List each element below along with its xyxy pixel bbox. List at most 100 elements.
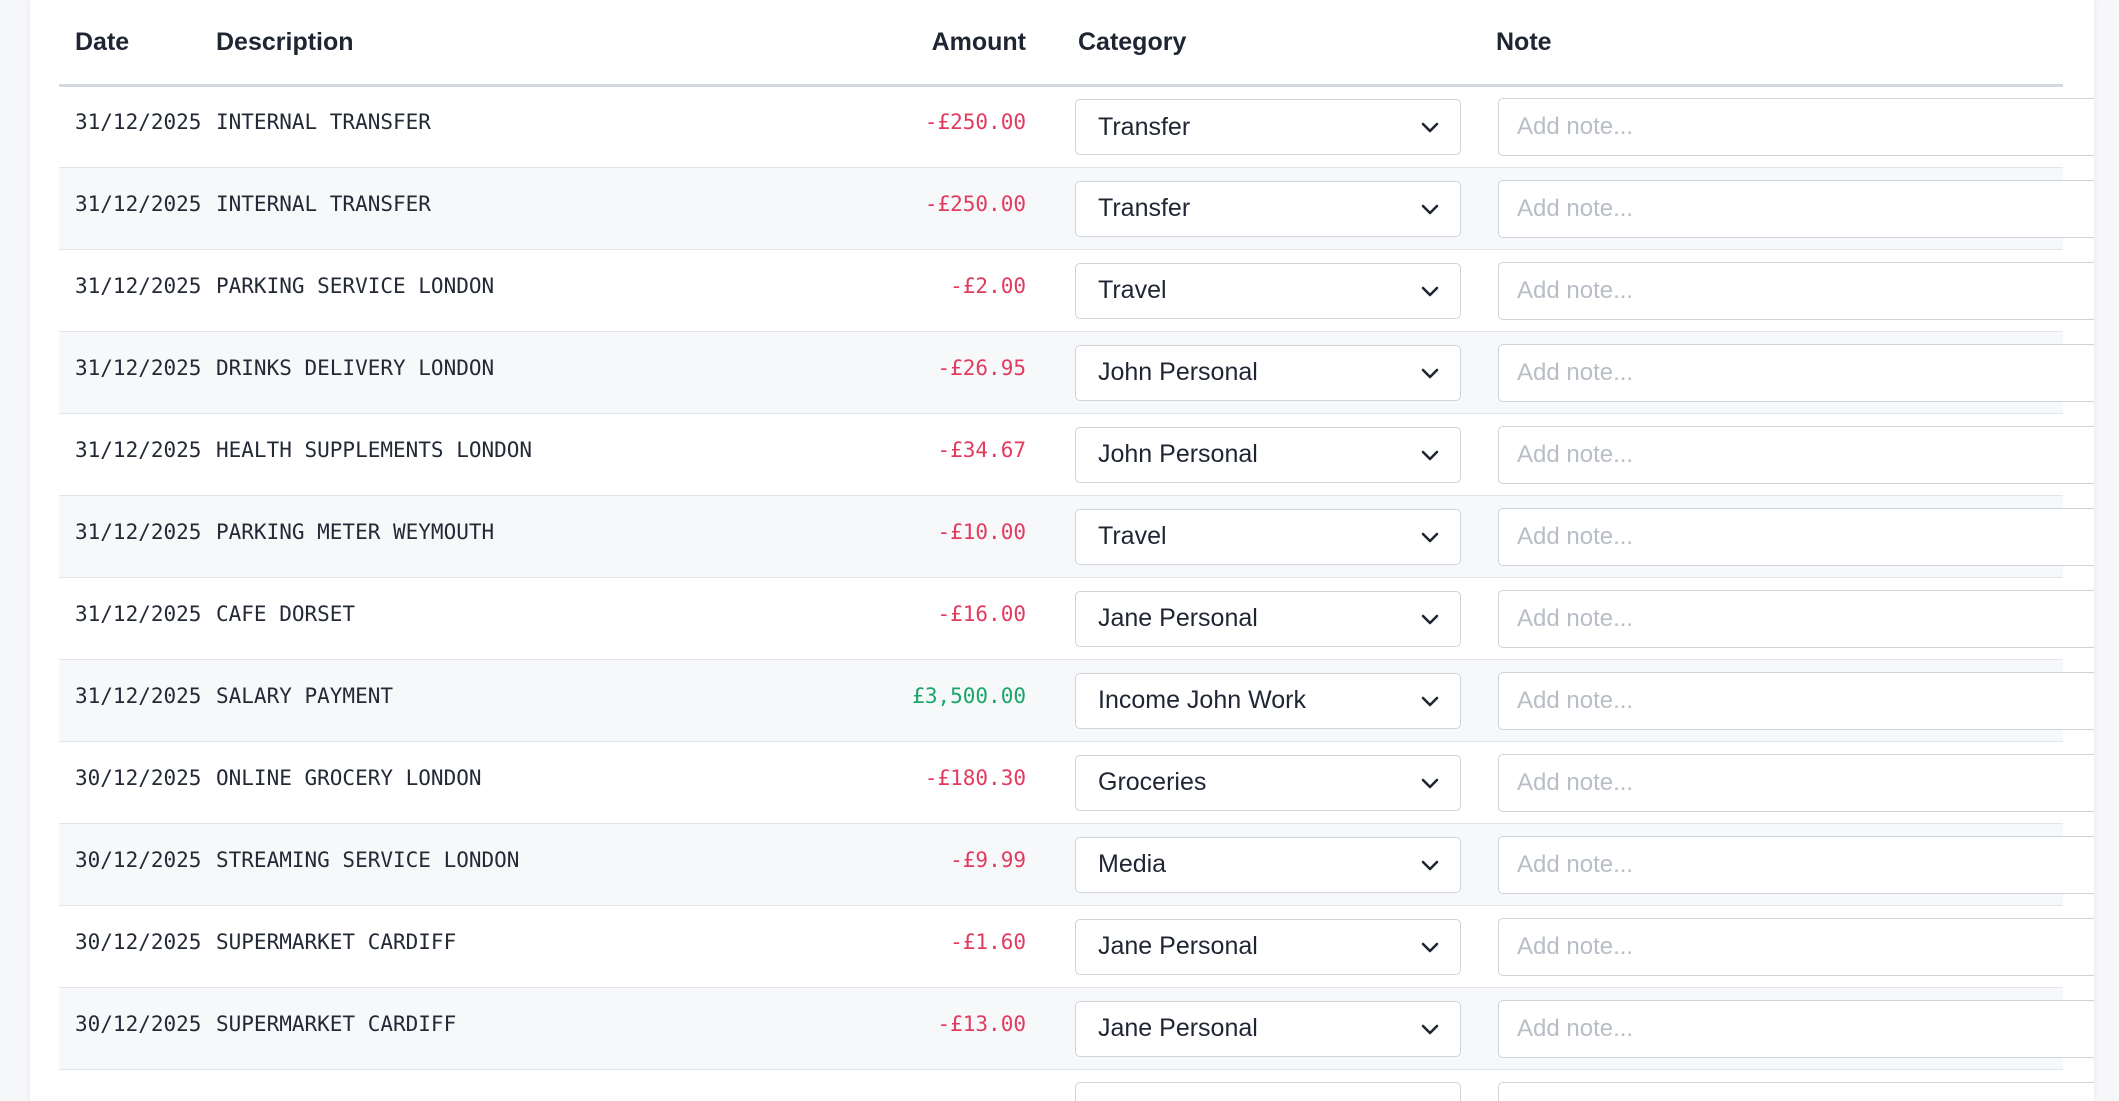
row-description: PARKING METER WEYMOUTH xyxy=(216,519,495,544)
note-input[interactable] xyxy=(1498,507,2094,566)
row-amount: -£34.67 xyxy=(937,437,1026,462)
row-amount: £3,500.00 xyxy=(912,683,1026,708)
chevron-down-icon xyxy=(1421,122,1439,133)
table-row: 31/12/2025 HEALTH SUPPLEMENTS LONDON -£3… xyxy=(59,413,2094,496)
note-input[interactable] xyxy=(1498,835,2094,894)
note-input[interactable] xyxy=(1498,179,2094,238)
note-input[interactable] xyxy=(1498,589,2094,648)
note-input[interactable] xyxy=(1498,999,2094,1058)
row-description: SUPERMARKET CARDIFF xyxy=(216,1011,457,1036)
note-input[interactable] xyxy=(1498,343,2094,402)
category-select-value: Travel xyxy=(1098,276,1167,304)
row-description: INTERNAL TRANSFER xyxy=(216,110,431,134)
row-amount: -£13.00 xyxy=(937,1011,1026,1036)
table-row: 31/12/2025 INTERNAL TRANSFER -£250.00 Tr… xyxy=(59,167,2094,250)
table-row: 30/12/2025 ONLINE GROCERY LONDON -£180.3… xyxy=(59,741,2094,824)
category-select[interactable]: Groceries xyxy=(1075,754,1461,811)
header-date: Date xyxy=(59,0,216,87)
category-select[interactable]: Travel xyxy=(1075,508,1461,565)
row-amount: -£10.00 xyxy=(937,519,1026,544)
chevron-down-icon xyxy=(1421,368,1439,378)
category-select-value: Groceries xyxy=(1098,768,1207,796)
category-select[interactable]: Transfer xyxy=(1075,180,1461,237)
table-row: 30/12/2025 SUPERMARKET CARDIFF -£13.00 J… xyxy=(59,987,2094,1070)
table-row: 31/12/2025 CAFE DORSET -£16.00 Jane Pers… xyxy=(59,577,2094,660)
category-select[interactable] xyxy=(1075,1082,1461,1101)
row-amount: -£250.00 xyxy=(924,191,1026,216)
transactions-table: Date Description Amount Category Note 31… xyxy=(59,0,2094,1101)
chevron-down-icon xyxy=(1421,204,1439,214)
row-amount: -£2.00 xyxy=(950,273,1026,298)
note-input[interactable] xyxy=(1498,425,2094,484)
category-select-value: Income John Work xyxy=(1098,686,1306,714)
chevron-down-icon xyxy=(1421,286,1439,296)
table-row: 31/12/2025 DRINKS DELIVERY LONDON -£26.9… xyxy=(59,331,2094,414)
header-note: Note xyxy=(1466,0,2063,87)
category-select-value: Transfer xyxy=(1098,194,1191,222)
category-select[interactable]: John Personal xyxy=(1075,344,1461,401)
transactions-card: Date Description Amount Category Note 31… xyxy=(30,0,2094,1101)
row-description: CAFE DORSET xyxy=(216,601,356,626)
table-row: 31/12/2025 PARKING SERVICE LONDON -£2.00… xyxy=(59,249,2094,332)
category-select-value: Jane Personal xyxy=(1098,604,1258,632)
header-amount: Amount xyxy=(766,0,1046,87)
note-input[interactable] xyxy=(1498,261,2094,320)
table-row: 31/12/2025 SALARY PAYMENT £3,500.00 Inco… xyxy=(59,659,2094,742)
row-description: DRINKS DELIVERY LONDON xyxy=(216,355,495,380)
category-select[interactable]: Jane Personal xyxy=(1075,918,1461,975)
row-date: 31/12/2025 xyxy=(75,601,202,626)
chevron-down-icon xyxy=(1421,450,1439,460)
table-row: 31/12/2025 PARKING METER WEYMOUTH -£10.0… xyxy=(59,495,2094,578)
row-date: 31/12/2025 xyxy=(75,191,202,216)
row-description: HEALTH SUPPLEMENTS LONDON xyxy=(216,437,533,462)
table-row: 30/12/2025 STREAMING SERVICE LONDON -£9.… xyxy=(59,823,2094,906)
chevron-down-icon xyxy=(1421,860,1439,870)
category-select[interactable]: John Personal xyxy=(1075,426,1461,483)
note-input[interactable] xyxy=(1498,1082,2094,1101)
note-input[interactable] xyxy=(1498,753,2094,812)
row-date: 30/12/2025 xyxy=(75,929,202,954)
row-description: PARKING SERVICE LONDON xyxy=(216,273,495,298)
category-select-value: Jane Personal xyxy=(1098,932,1258,960)
category-select-value: Travel xyxy=(1098,522,1167,550)
row-amount: -£180.30 xyxy=(924,765,1026,790)
chevron-down-icon xyxy=(1421,942,1439,952)
category-select-value: John Personal xyxy=(1098,358,1258,386)
row-date: 30/12/2025 xyxy=(75,1011,202,1036)
category-select[interactable]: Jane Personal xyxy=(1075,1000,1461,1057)
header-category: Category xyxy=(1046,0,1466,87)
category-select[interactable]: Transfer xyxy=(1075,99,1461,155)
note-input[interactable] xyxy=(1498,917,2094,976)
chevron-down-icon xyxy=(1421,778,1439,788)
row-description: STREAMING SERVICE LONDON xyxy=(216,847,520,872)
table-row: 31/12/2025 INTERNAL TRANSFER -£250.00 Tr… xyxy=(59,85,2094,168)
row-date: 31/12/2025 xyxy=(75,519,202,544)
table-row-partial xyxy=(59,1070,2094,1101)
category-select[interactable]: Media xyxy=(1075,836,1461,893)
chevron-down-icon xyxy=(1421,532,1439,542)
category-select-value: John Personal xyxy=(1098,440,1258,468)
row-description: ONLINE GROCERY LONDON xyxy=(216,765,482,790)
chevron-down-icon xyxy=(1421,696,1439,706)
note-input[interactable] xyxy=(1498,98,2094,156)
row-description: INTERNAL TRANSFER xyxy=(216,191,431,216)
row-amount: -£250.00 xyxy=(924,110,1026,134)
row-date: 31/12/2025 xyxy=(75,110,202,134)
table-header: Date Description Amount Category Note xyxy=(59,0,2063,87)
row-date: 30/12/2025 xyxy=(75,765,202,790)
row-date: 31/12/2025 xyxy=(75,273,202,298)
category-select[interactable]: Travel xyxy=(1075,262,1461,319)
category-select-value: Media xyxy=(1098,850,1167,878)
row-date: 30/12/2025 xyxy=(75,847,202,872)
row-amount: -£1.60 xyxy=(950,929,1026,954)
chevron-down-icon xyxy=(1421,614,1439,624)
table-body: 31/12/2025 INTERNAL TRANSFER -£250.00 Tr… xyxy=(59,85,2094,1101)
note-input[interactable] xyxy=(1498,671,2094,730)
row-description: SUPERMARKET CARDIFF xyxy=(216,929,457,954)
row-description: SALARY PAYMENT xyxy=(216,683,394,708)
chevron-down-icon xyxy=(1421,1024,1439,1034)
row-amount: -£26.95 xyxy=(937,355,1026,380)
category-select[interactable]: Income John Work xyxy=(1075,672,1461,729)
row-amount: -£9.99 xyxy=(950,847,1026,872)
category-select[interactable]: Jane Personal xyxy=(1075,590,1461,647)
